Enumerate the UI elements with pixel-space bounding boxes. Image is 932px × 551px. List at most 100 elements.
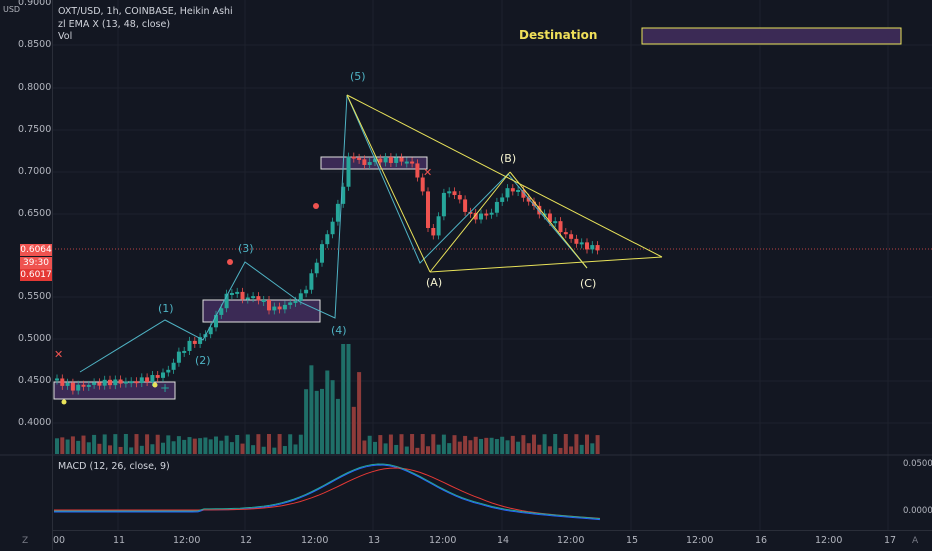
signal-dot — [61, 399, 67, 405]
volume-bar — [251, 445, 256, 454]
candle — [155, 375, 160, 378]
candle — [595, 245, 600, 251]
volume-bar — [282, 446, 287, 454]
time-tick: 12:00 — [557, 535, 585, 546]
volume-legend[interactable]: Vol — [58, 31, 73, 42]
candle — [410, 161, 415, 164]
auto-scale-icon[interactable]: A — [912, 536, 919, 546]
candle — [108, 379, 112, 386]
volume-bar — [108, 445, 112, 454]
volume-bar — [113, 434, 118, 454]
candle — [341, 186, 346, 204]
candle — [293, 300, 298, 303]
candle — [86, 384, 91, 387]
zoom-icon[interactable]: Z — [22, 536, 29, 546]
candle — [288, 302, 293, 305]
volume-bar — [219, 440, 224, 454]
volume-bar — [410, 434, 415, 454]
candle — [526, 197, 531, 202]
price-tick: 0.6500 — [18, 208, 52, 219]
indicator-legend[interactable]: zl EMA X (13, 48, close) — [58, 19, 171, 30]
volume-bar — [362, 440, 367, 454]
time-tick: 12:00 — [301, 535, 329, 546]
candle — [383, 157, 388, 163]
candle — [298, 293, 303, 301]
candle — [251, 296, 256, 299]
signal-dot — [152, 382, 158, 388]
volume-bar — [70, 436, 75, 454]
wave-label: (3) — [238, 242, 254, 255]
volume-bar — [150, 444, 155, 454]
volume-bar — [198, 438, 203, 454]
volume-bar — [192, 438, 197, 454]
candle — [553, 221, 558, 224]
volume-bar — [102, 434, 107, 454]
volume-bar — [330, 380, 335, 454]
volume-bar — [203, 437, 208, 454]
volume-bar — [304, 389, 309, 454]
time-tick: 00 — [53, 535, 66, 546]
price-axis[interactable]: 0.9000 0.8500 0.8000 0.7500 0.7000 0.650… — [0, 0, 53, 550]
volume-bar — [261, 446, 266, 454]
time-tick: 15 — [626, 535, 639, 546]
time-tick: 12:00 — [815, 535, 843, 546]
volume-bar — [155, 434, 160, 454]
candle — [102, 379, 107, 386]
candle — [129, 381, 134, 384]
volume-bar — [166, 435, 171, 454]
cross-marker: ✕ — [423, 166, 432, 179]
price-tick: 0.5000 — [18, 333, 52, 344]
volume-bar — [500, 436, 505, 454]
candle — [92, 382, 97, 385]
volume-bar — [494, 439, 499, 454]
candle — [404, 161, 409, 164]
volume-bar — [473, 436, 478, 454]
volume-bar — [176, 436, 181, 454]
candle — [314, 262, 319, 274]
volume-bar — [60, 437, 65, 454]
time-tick: 12:00 — [173, 535, 201, 546]
candle — [113, 379, 118, 386]
candle — [123, 381, 128, 384]
candle — [500, 197, 505, 202]
ema-tag: 0.6017 — [20, 269, 52, 281]
price-tick: 0.4500 — [18, 375, 52, 386]
candles — [55, 152, 600, 395]
volume-bar — [139, 445, 144, 454]
volume-bar — [293, 444, 298, 454]
volume-bar — [595, 435, 600, 454]
signal-dot — [227, 259, 233, 265]
volume-bar — [92, 434, 97, 454]
candle — [521, 189, 526, 198]
candle — [229, 292, 234, 295]
volume-bar — [489, 437, 494, 454]
macd-line — [54, 464, 601, 521]
macd-histogram-line — [54, 463, 601, 520]
candle — [436, 216, 441, 236]
volume-bar — [378, 435, 383, 454]
candle — [176, 351, 181, 363]
volume-bar — [86, 442, 91, 454]
time-axis[interactable] — [52, 530, 932, 551]
destination-box[interactable] — [641, 27, 902, 45]
candle — [224, 293, 229, 309]
volume-bar — [123, 434, 128, 454]
price-tick: 0.8500 — [18, 39, 52, 50]
price-tick: 0.4000 — [18, 417, 52, 428]
candle — [198, 337, 203, 344]
volume-bar — [415, 447, 420, 454]
volume-bar — [479, 438, 483, 454]
chart-title[interactable]: OXT/USD, 1h, COINBASE, Heikin Ashi — [58, 6, 233, 17]
volume-bar — [346, 344, 351, 454]
volume-bar — [187, 437, 192, 454]
volume-bar — [55, 438, 59, 454]
time-tick: 12 — [240, 535, 253, 546]
volume-bar — [585, 434, 589, 454]
current-price-tag: 0.6064 — [20, 244, 52, 256]
candle — [367, 162, 372, 165]
candle — [394, 157, 399, 163]
price-tick: 0.5500 — [18, 291, 52, 302]
macd-legend[interactable]: MACD (12, 26, close, 9) — [58, 461, 170, 472]
candle — [235, 291, 240, 294]
